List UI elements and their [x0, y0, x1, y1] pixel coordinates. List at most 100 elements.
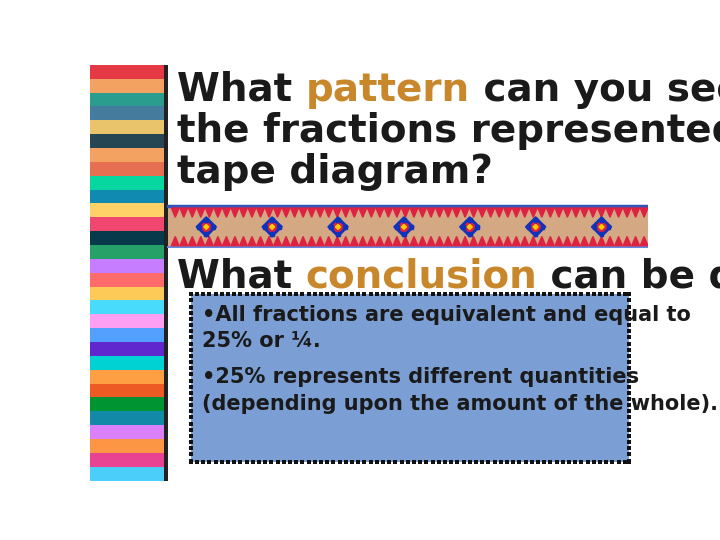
Polygon shape [367, 208, 375, 217]
Polygon shape [240, 208, 248, 217]
Text: pattern: pattern [305, 71, 469, 109]
Polygon shape [277, 225, 281, 228]
Polygon shape [248, 237, 256, 246]
Polygon shape [546, 208, 554, 217]
Polygon shape [410, 208, 418, 217]
Polygon shape [564, 237, 571, 246]
Polygon shape [240, 237, 248, 246]
Bar [90, 79, 168, 92]
Text: 25% or ¼.: 25% or ¼. [202, 331, 320, 351]
Polygon shape [580, 208, 588, 217]
Bar [90, 190, 168, 204]
Bar [90, 314, 168, 328]
Bar [90, 467, 168, 481]
Polygon shape [607, 225, 611, 228]
Bar [90, 411, 168, 425]
Polygon shape [256, 208, 264, 217]
Bar [90, 300, 168, 314]
Polygon shape [180, 237, 188, 246]
Polygon shape [595, 221, 608, 233]
Polygon shape [282, 237, 290, 246]
Polygon shape [530, 221, 541, 233]
Polygon shape [529, 237, 537, 246]
Polygon shape [615, 237, 622, 246]
Polygon shape [222, 237, 230, 246]
Bar [90, 231, 168, 245]
Text: (depending upon the amount of the whole).: (depending upon the amount of the whole)… [202, 394, 718, 414]
Polygon shape [282, 208, 290, 217]
Polygon shape [265, 208, 273, 217]
Bar [90, 92, 168, 106]
Text: the fractions represented by each: the fractions represented by each [177, 112, 720, 150]
Polygon shape [325, 237, 333, 246]
Polygon shape [270, 232, 274, 235]
Polygon shape [351, 208, 358, 217]
Polygon shape [197, 225, 201, 228]
Polygon shape [534, 232, 537, 235]
Polygon shape [402, 218, 405, 222]
Polygon shape [214, 237, 222, 246]
Polygon shape [307, 208, 315, 217]
Polygon shape [572, 237, 580, 246]
Bar [90, 134, 168, 148]
Polygon shape [265, 237, 273, 246]
Polygon shape [196, 217, 216, 237]
Polygon shape [513, 237, 520, 246]
Polygon shape [546, 237, 554, 246]
Polygon shape [453, 208, 461, 217]
Polygon shape [572, 208, 580, 217]
Polygon shape [462, 237, 469, 246]
Polygon shape [189, 237, 196, 246]
Bar [90, 397, 168, 411]
Polygon shape [589, 237, 597, 246]
Polygon shape [333, 237, 341, 246]
Bar [164, 65, 168, 481]
Bar [90, 120, 168, 134]
Polygon shape [189, 208, 196, 217]
Polygon shape [467, 225, 472, 230]
Polygon shape [402, 208, 409, 217]
Text: can you see from: can you see from [469, 71, 720, 109]
Bar [90, 439, 168, 453]
Polygon shape [459, 217, 480, 237]
Bar [90, 425, 168, 439]
Text: What: What [177, 71, 305, 109]
Polygon shape [343, 225, 347, 228]
Polygon shape [631, 237, 639, 246]
Bar [90, 273, 168, 287]
Polygon shape [359, 237, 366, 246]
Polygon shape [336, 225, 341, 230]
Polygon shape [591, 217, 611, 237]
Polygon shape [200, 221, 212, 233]
Polygon shape [266, 221, 278, 233]
Polygon shape [589, 208, 597, 217]
Polygon shape [475, 225, 479, 228]
Bar [90, 370, 168, 383]
Text: •25% represents different quantities: •25% represents different quantities [202, 367, 639, 387]
Polygon shape [538, 208, 546, 217]
Polygon shape [256, 237, 264, 246]
Polygon shape [351, 237, 358, 246]
Polygon shape [541, 225, 544, 228]
Polygon shape [555, 208, 563, 217]
Polygon shape [325, 208, 333, 217]
Polygon shape [453, 237, 461, 246]
Polygon shape [394, 217, 414, 237]
Polygon shape [316, 208, 324, 217]
Polygon shape [336, 218, 340, 222]
Bar [168, 65, 648, 481]
Polygon shape [418, 208, 426, 217]
Polygon shape [600, 232, 603, 235]
Bar [90, 106, 168, 120]
Polygon shape [478, 237, 486, 246]
Polygon shape [336, 232, 340, 235]
Polygon shape [529, 208, 537, 217]
Polygon shape [402, 232, 405, 235]
Polygon shape [598, 237, 606, 246]
Polygon shape [462, 208, 469, 217]
Polygon shape [342, 208, 350, 217]
Polygon shape [214, 208, 222, 217]
Polygon shape [402, 237, 409, 246]
Bar [90, 162, 168, 176]
Polygon shape [504, 208, 512, 217]
